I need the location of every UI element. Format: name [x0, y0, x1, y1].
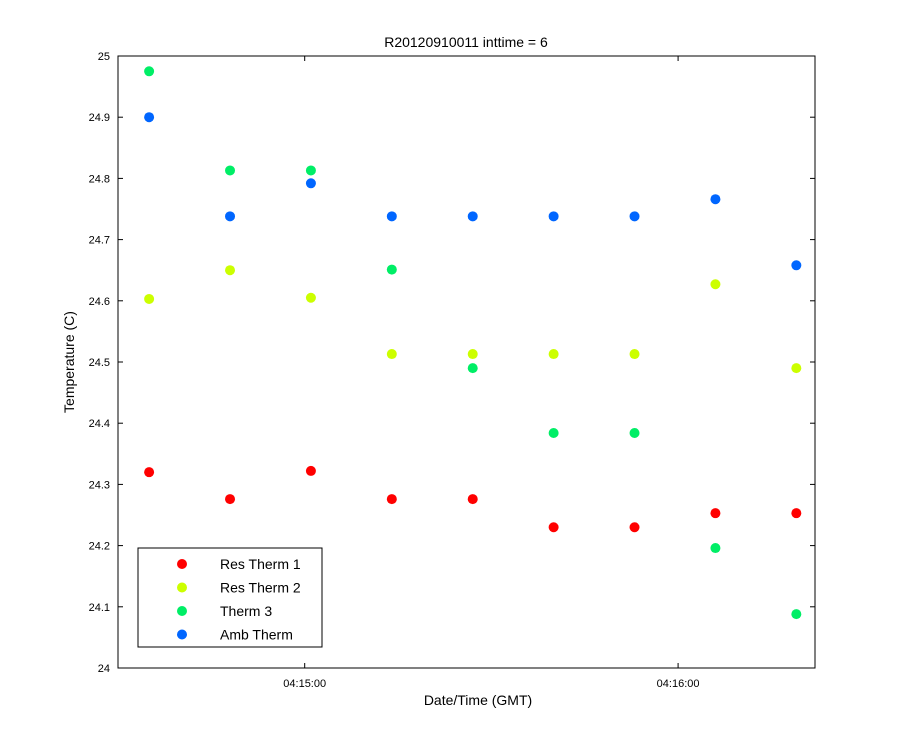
legend-label-3: Amb Therm	[220, 627, 293, 643]
point-series-0-5	[548, 522, 559, 533]
point-series-3-1	[225, 211, 236, 222]
y-tick-label: 24	[98, 663, 110, 675]
point-series-1-7	[710, 279, 721, 290]
point-series-1-3	[386, 349, 397, 360]
point-series-3-3	[386, 211, 397, 222]
x-axis: 04:15:00 04:16:00	[283, 56, 700, 690]
point-series-0-7	[710, 508, 721, 519]
point-series-3-2	[305, 178, 316, 189]
point-series-0-3	[386, 494, 397, 505]
point-series-2-8	[791, 609, 802, 620]
point-series-0-4	[467, 494, 478, 505]
y-axis: 24 24.1 24.2 24.3 24.4 24.5 24.6 24.7 24.8 24.9 25	[89, 51, 815, 675]
point-series-1-6	[629, 349, 640, 360]
legend: Res Therm 1 Res Therm 2 Therm 3 Amb Therm	[137, 547, 323, 648]
data-points	[144, 66, 802, 620]
point-series-0-0	[144, 467, 155, 478]
x-axis-label: Date/Time (GMT)	[424, 692, 532, 708]
y-tick-label: 24.6	[89, 296, 110, 308]
point-series-0-1	[225, 494, 236, 505]
legend-label-0: Res Therm 1	[220, 556, 301, 572]
point-series-0-2	[305, 465, 316, 476]
chart-title: R20120910011 inttime = 6	[384, 34, 548, 50]
y-tick-label: 24.7	[89, 235, 110, 247]
y-tick-label: 24.8	[89, 173, 110, 185]
x-tick-label: 04:15:00	[283, 678, 326, 690]
point-series-2-7	[710, 543, 721, 554]
point-series-1-1	[225, 265, 236, 276]
legend-box	[137, 547, 323, 648]
y-tick-label: 24.1	[89, 602, 110, 614]
point-series-3-8	[791, 260, 802, 271]
point-series-3-5	[548, 211, 559, 222]
point-series-3-4	[467, 211, 478, 222]
y-tick-label: 24.5	[89, 357, 110, 369]
point-series-2-0	[144, 66, 155, 77]
legend-marker-1	[177, 582, 187, 593]
legend-label-2: Therm 3	[220, 603, 272, 619]
point-series-3-0	[144, 112, 155, 123]
point-series-1-5	[548, 349, 559, 360]
point-series-2-5	[548, 427, 559, 438]
point-series-2-6	[629, 427, 640, 438]
y-tick-label: 24.9	[89, 112, 110, 124]
point-series-0-8	[791, 508, 802, 519]
y-tick-label: 24.4	[89, 418, 110, 430]
point-series-3-6	[629, 211, 640, 222]
point-series-1-4	[467, 349, 478, 360]
point-series-1-8	[791, 363, 802, 374]
legend-label-1: Res Therm 2	[220, 580, 301, 596]
y-axis-label: Temperature (C)	[61, 311, 77, 413]
point-series-1-2	[305, 292, 316, 303]
point-series-2-3	[386, 264, 397, 275]
point-series-2-2	[305, 165, 316, 176]
point-series-3-7	[710, 194, 721, 205]
point-series-0-6	[629, 522, 640, 533]
y-tick-label: 24.3	[89, 479, 110, 491]
x-tick-label: 04:16:00	[657, 678, 700, 690]
point-series-1-0	[144, 293, 155, 304]
legend-marker-2	[177, 606, 187, 616]
legend-marker-0	[177, 559, 187, 569]
point-series-2-4	[467, 363, 478, 374]
y-tick-label: 25	[98, 51, 110, 63]
point-series-2-1	[225, 165, 236, 176]
y-tick-label: 24.2	[89, 541, 110, 553]
legend-marker-3	[177, 629, 187, 640]
